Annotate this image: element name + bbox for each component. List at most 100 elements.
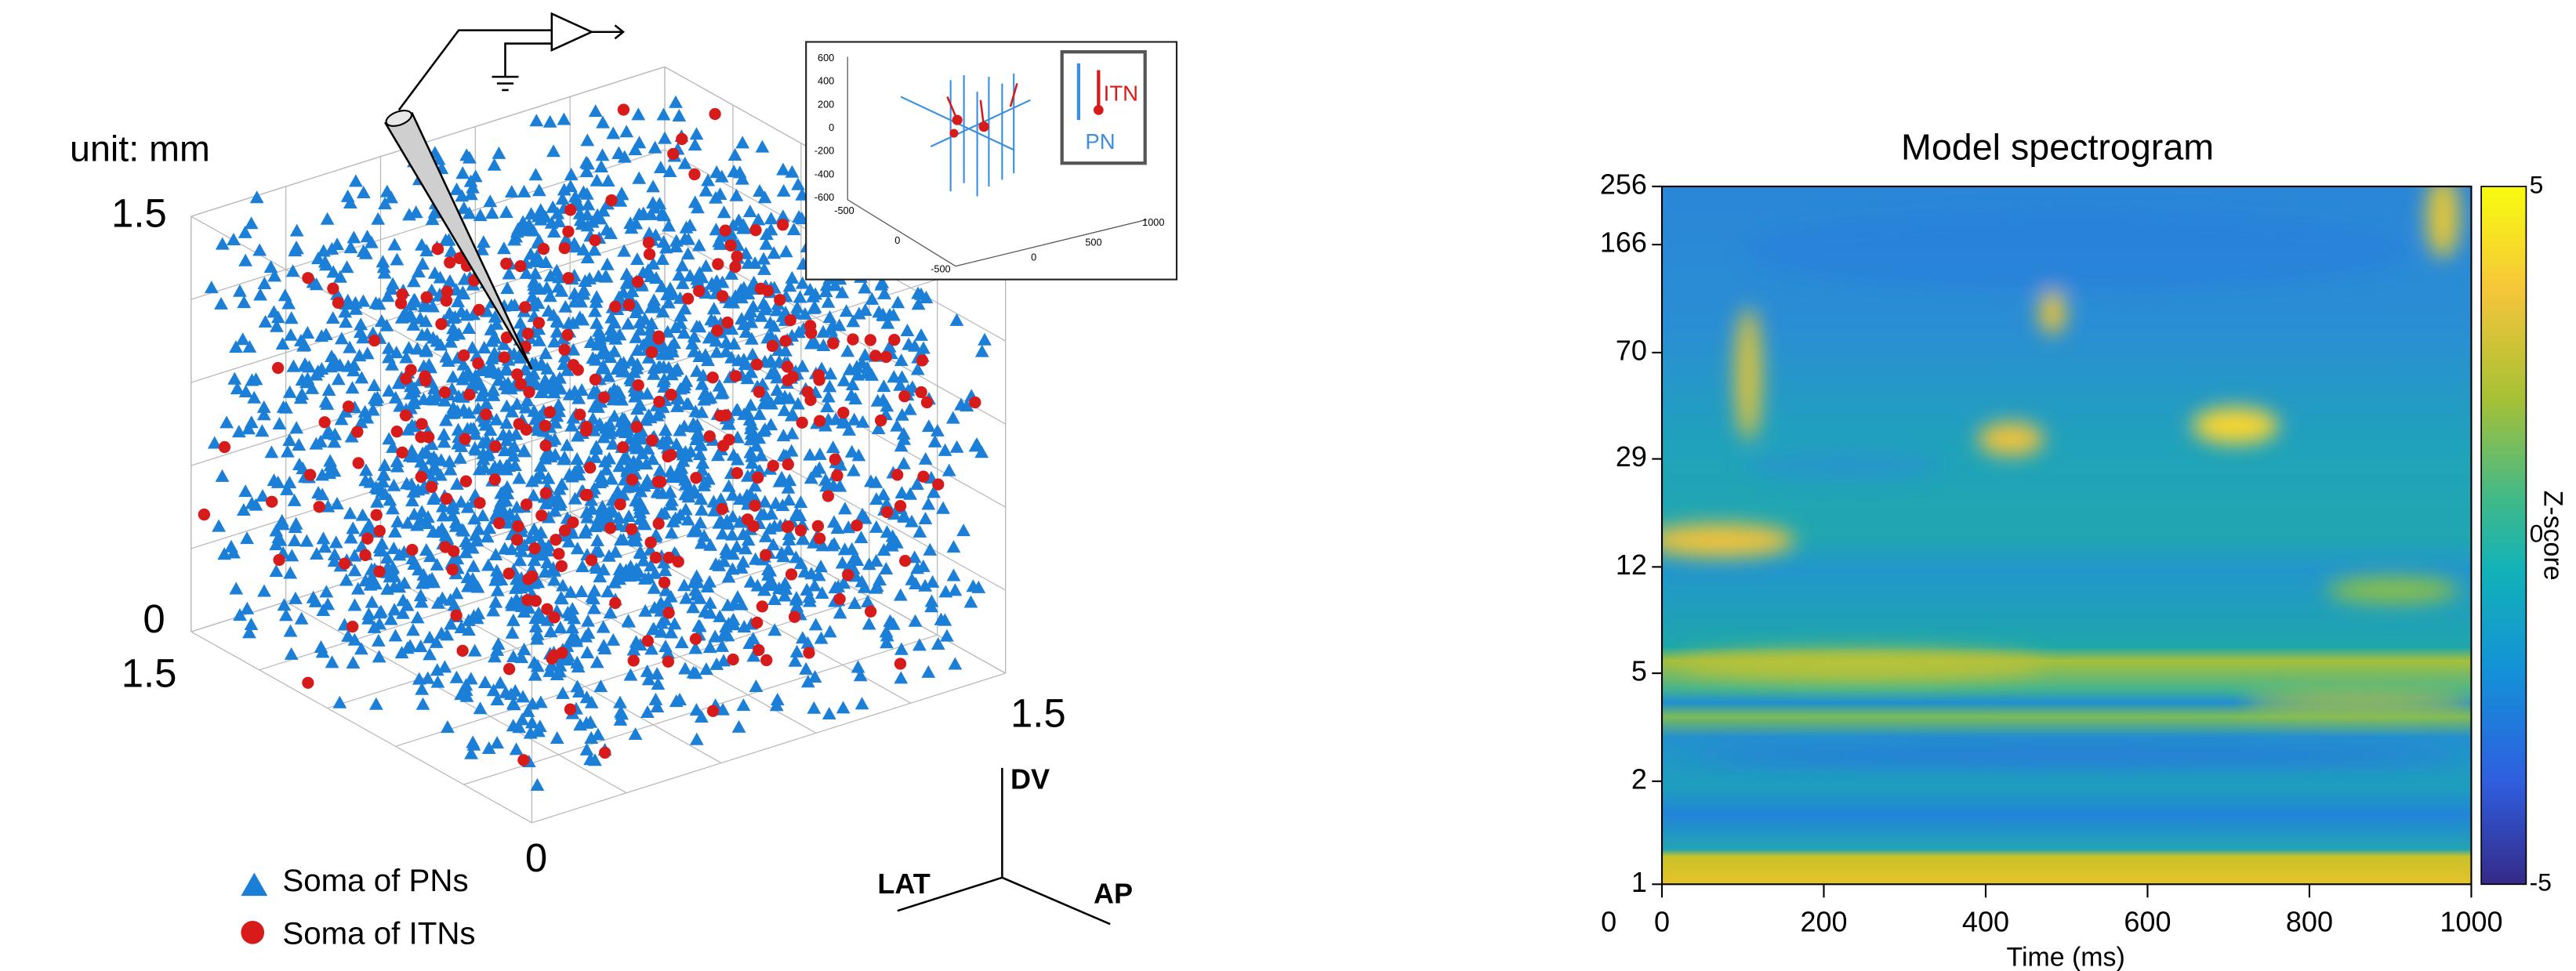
pn-soma: [789, 644, 804, 658]
pn-soma: [444, 244, 459, 257]
itn-soma: [405, 364, 417, 376]
pn-soma: [288, 520, 303, 534]
pn-soma: [334, 412, 349, 426]
pn-soma: [354, 371, 369, 384]
grid-line: [190, 66, 666, 217]
pn-soma: [439, 350, 454, 363]
pn-soma: [654, 616, 669, 629]
pn-soma: [563, 585, 578, 598]
itn-soma: [521, 594, 534, 607]
pn-soma: [430, 596, 445, 609]
pn-soma: [490, 692, 505, 706]
pn-soma: [256, 408, 271, 421]
pn-soma: [927, 485, 941, 498]
itn-soma: [396, 288, 408, 301]
pn-soma: [880, 636, 894, 649]
pn-soma: [927, 434, 942, 447]
itn-soma: [400, 372, 412, 385]
pn-soma: [650, 667, 665, 680]
pn-soma: [231, 425, 246, 438]
pn-soma: [401, 516, 415, 529]
colorbar-tick-label: -5: [2530, 868, 2552, 897]
pn-soma: [706, 302, 721, 315]
pn-soma: [603, 606, 618, 619]
pn-soma: [657, 208, 671, 222]
pn-soma: [748, 256, 762, 270]
pn-soma: [305, 381, 320, 394]
pn-soma: [334, 332, 349, 345]
pn-soma: [623, 668, 638, 681]
pn-soma: [593, 570, 608, 583]
pn-soma: [782, 493, 796, 506]
pn-soma: [862, 557, 876, 571]
pn-soma: [561, 649, 575, 662]
pn-soma: [684, 444, 698, 458]
pn-soma: [629, 330, 644, 343]
pn-soma: [427, 381, 441, 395]
inset-tick-label: 600: [818, 52, 834, 63]
itn-soma: [829, 453, 841, 466]
pn-soma: [513, 350, 528, 364]
pn-soma: [717, 205, 731, 219]
pn-soma: [745, 456, 760, 469]
itn-soma: [632, 379, 644, 392]
itn-soma: [473, 303, 485, 317]
itn-soma: [585, 553, 598, 567]
inset-tick-label: 200: [818, 98, 834, 110]
pn-soma: [289, 241, 303, 254]
pn-soma: [557, 350, 572, 363]
pn-soma: [501, 516, 516, 529]
pn-soma: [814, 631, 829, 644]
pn-soma: [746, 649, 761, 662]
itn-soma: [626, 473, 639, 486]
pn-soma: [788, 654, 803, 667]
itn-soma: [399, 409, 412, 422]
pn-soma: [387, 603, 402, 616]
itn-soma: [500, 332, 513, 344]
pn-soma: [966, 579, 981, 592]
pn-soma: [330, 287, 344, 300]
pn-soma: [912, 638, 927, 651]
pn-soma: [600, 173, 615, 187]
pn-soma: [204, 281, 219, 294]
pn-soma: [516, 690, 530, 703]
pn-soma: [438, 413, 453, 426]
pn-soma: [449, 586, 464, 600]
pn-soma: [588, 450, 603, 463]
pn-soma: [347, 563, 362, 577]
pn-soma: [756, 262, 771, 275]
itn-soma: [782, 458, 794, 471]
pn-soma: [656, 235, 671, 248]
pn-soma: [508, 458, 522, 472]
grid-line: [190, 315, 666, 466]
pn-soma: [781, 480, 796, 494]
pn-soma: [630, 342, 645, 356]
pn-soma: [256, 489, 270, 502]
pn-soma: [278, 288, 292, 302]
pn-soma: [731, 213, 746, 226]
pn-soma: [931, 636, 945, 650]
pn-soma: [726, 447, 741, 461]
itn-soma: [752, 471, 764, 484]
pn-soma: [331, 372, 346, 386]
orientation: DV LAT AP: [877, 763, 1133, 926]
pn-soma: [851, 660, 865, 673]
electrode: [383, 12, 626, 370]
pn-soma: [740, 371, 755, 385]
pn-soma: [825, 538, 840, 552]
itn-soma: [517, 754, 530, 766]
pn-soma: [437, 435, 452, 448]
itn-soma: [724, 239, 737, 252]
pn-soma: [522, 370, 537, 383]
pn-soma: [894, 485, 909, 499]
pn-soma: [770, 371, 785, 384]
legend: Soma of PNs Soma of ITNs: [241, 863, 476, 951]
pn-soma: [570, 451, 584, 465]
pn-soma: [821, 389, 836, 403]
pn-soma: [356, 294, 371, 307]
pn-soma: [641, 571, 656, 584]
pn-soma: [716, 628, 731, 641]
itn-soma: [514, 260, 527, 273]
pn-soma: [425, 212, 440, 226]
itn-soma: [441, 285, 453, 298]
